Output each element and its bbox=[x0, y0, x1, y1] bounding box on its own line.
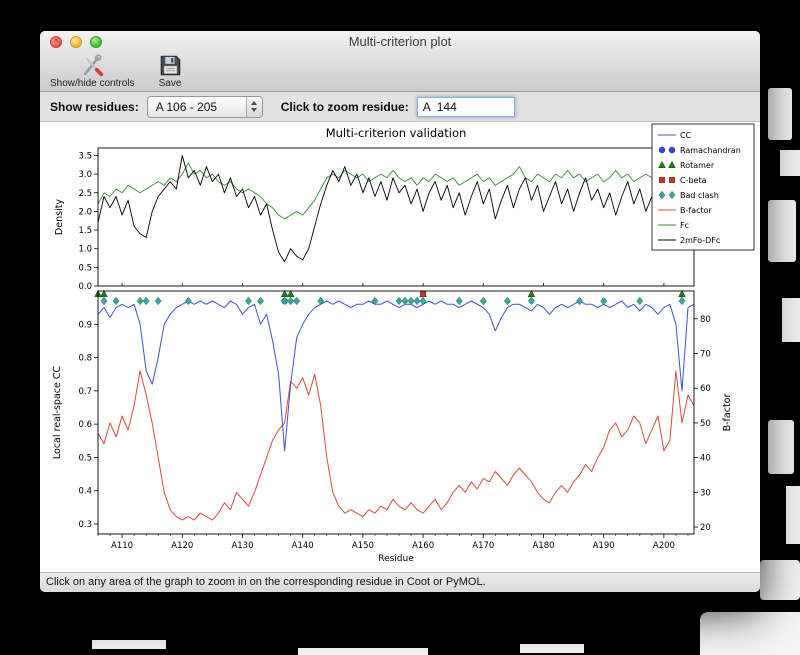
svg-text:0.0: 0.0 bbox=[78, 282, 92, 292]
svg-text:0.6: 0.6 bbox=[78, 420, 92, 430]
svg-text:0.3: 0.3 bbox=[78, 520, 92, 530]
app-window: Multi-criterion plot Show/hide controls bbox=[40, 31, 760, 592]
svg-text:0.4: 0.4 bbox=[78, 487, 92, 497]
svg-text:50: 50 bbox=[700, 419, 711, 429]
svg-text:70: 70 bbox=[700, 349, 711, 359]
svg-text:60: 60 bbox=[700, 384, 711, 394]
save-label: Save bbox=[158, 78, 182, 89]
show-residues-label: Show residues: bbox=[50, 99, 139, 114]
desktop-artifact bbox=[786, 486, 800, 544]
svg-text:A110: A110 bbox=[111, 541, 133, 551]
svg-text:0.7: 0.7 bbox=[78, 387, 92, 397]
save-icon bbox=[160, 55, 180, 76]
close-button[interactable] bbox=[50, 36, 62, 48]
svg-text:A160: A160 bbox=[412, 541, 434, 551]
svg-text:A120: A120 bbox=[171, 541, 193, 551]
svg-text:0.8: 0.8 bbox=[78, 354, 92, 364]
svg-text:1.5: 1.5 bbox=[78, 226, 92, 236]
svg-text:Residue: Residue bbox=[378, 554, 414, 564]
svg-text:A130: A130 bbox=[231, 541, 253, 551]
show-hide-controls-label: Show/hide controls bbox=[50, 78, 135, 89]
svg-text:A150: A150 bbox=[352, 541, 374, 551]
svg-text:A200: A200 bbox=[653, 541, 675, 551]
svg-text:0.9: 0.9 bbox=[78, 320, 92, 330]
zoom-window-button[interactable] bbox=[90, 36, 102, 48]
desktop-artifact bbox=[520, 644, 584, 653]
desktop-artifact bbox=[298, 648, 428, 655]
status-bar: Click on any area of the graph to zoom i… bbox=[40, 572, 760, 592]
status-text: Click on any area of the graph to zoom i… bbox=[46, 576, 486, 588]
svg-text:B-factor: B-factor bbox=[722, 394, 733, 432]
svg-text:2.0: 2.0 bbox=[78, 207, 92, 217]
desktop-artifact bbox=[768, 420, 794, 474]
window-header: Multi-criterion plot Show/hide controls bbox=[40, 31, 760, 92]
svg-text:2.5: 2.5 bbox=[78, 189, 92, 199]
zoom-residue-label: Click to zoom residue: bbox=[280, 99, 409, 114]
svg-text:20: 20 bbox=[700, 523, 711, 533]
svg-text:0.5: 0.5 bbox=[78, 263, 92, 273]
desktop-artifact bbox=[782, 298, 800, 342]
plot-area[interactable]: Multi-criterion validation 0.0 0.5 1.0 1.5 2.… bbox=[40, 122, 760, 572]
svg-text:30: 30 bbox=[700, 488, 711, 498]
svg-text:Rotamer: Rotamer bbox=[680, 161, 715, 170]
save-button[interactable]: Save bbox=[155, 53, 186, 90]
desktop-artifact bbox=[92, 640, 166, 649]
svg-text:2mFo-DFc: 2mFo-DFc bbox=[680, 236, 720, 245]
desktop-artifact bbox=[768, 88, 792, 140]
multi-criterion-plot[interactable]: Multi-criterion validation 0.0 0.5 1.0 1.5 2.… bbox=[40, 122, 760, 572]
tools-icon bbox=[83, 54, 103, 77]
svg-text:3.0: 3.0 bbox=[78, 170, 92, 180]
residue-range-value: A 106 - 205 bbox=[155, 99, 218, 114]
svg-text:C-beta: C-beta bbox=[680, 176, 707, 185]
window-titlebar[interactable]: Multi-criterion plot bbox=[40, 31, 760, 52]
svg-text:Ramachandran: Ramachandran bbox=[680, 146, 741, 155]
desktop-artifact bbox=[700, 612, 800, 655]
svg-text:A170: A170 bbox=[472, 541, 494, 551]
svg-text:Fc: Fc bbox=[680, 221, 689, 230]
svg-text:0.5: 0.5 bbox=[78, 453, 92, 463]
zoom-residue-input[interactable] bbox=[416, 96, 515, 117]
window-title: Multi-criterion plot bbox=[348, 34, 452, 49]
minimize-button[interactable] bbox=[70, 36, 82, 48]
svg-text:Density: Density bbox=[54, 199, 65, 235]
stepper-icon bbox=[245, 96, 262, 117]
svg-text:80: 80 bbox=[700, 315, 711, 325]
svg-text:B-factor: B-factor bbox=[680, 206, 713, 215]
svg-text:A140: A140 bbox=[292, 541, 314, 551]
svg-text:40: 40 bbox=[700, 454, 711, 464]
svg-text:1.0: 1.0 bbox=[78, 245, 92, 255]
controls-bar: Show residues: A 106 - 205 Click to zoom… bbox=[40, 92, 760, 122]
show-hide-controls-button[interactable]: Show/hide controls bbox=[46, 53, 139, 90]
svg-text:Bad clash: Bad clash bbox=[680, 191, 719, 200]
svg-text:Local real-space CC: Local real-space CC bbox=[52, 366, 63, 460]
toolbar: Show/hide controls Save bbox=[40, 52, 760, 90]
svg-text:3.5: 3.5 bbox=[78, 151, 92, 161]
residue-range-dropdown[interactable]: A 106 - 205 bbox=[146, 95, 263, 118]
desktop-artifact bbox=[760, 560, 800, 600]
svg-text:A180: A180 bbox=[532, 541, 554, 551]
desktop-artifact bbox=[768, 200, 796, 262]
svg-text:CC: CC bbox=[680, 131, 692, 140]
svg-text:Multi-criterion validation: Multi-criterion validation bbox=[326, 126, 467, 140]
svg-text:A190: A190 bbox=[593, 541, 615, 551]
desktop-artifact bbox=[780, 150, 800, 176]
